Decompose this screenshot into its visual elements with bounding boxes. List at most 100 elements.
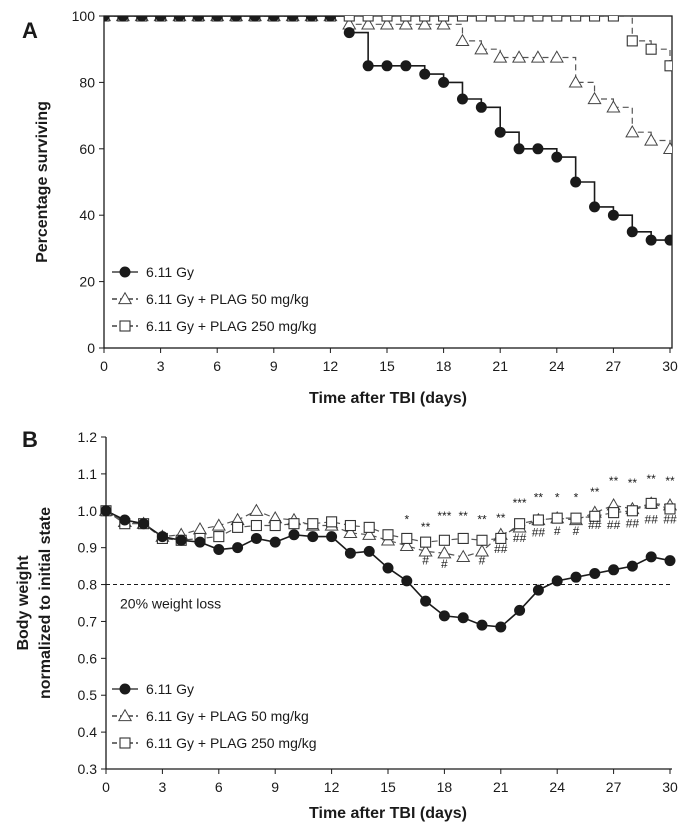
panel-b-significance-mark: ##: [588, 518, 602, 532]
panel-a-legend-marker-6-11-gy-plag-250-mg-kg: [119, 320, 131, 332]
panel-b-significance-mark: ***: [513, 496, 527, 510]
panel-b-ytick-label: 0.4: [78, 724, 98, 740]
panel-b-significance-mark: ##: [626, 516, 640, 530]
panel-b-xtick-label: 27: [606, 779, 622, 795]
panel-b-point-6-11-gy-plag-50-mg-kg: [399, 538, 414, 551]
panel-b-point-6-11-gy: [438, 610, 450, 622]
panel-a-point-6-11-gy-plag-50-mg-kg: [549, 50, 564, 63]
panel-b-point-6-11-gy: [551, 575, 563, 587]
panel-a-point-6-11-gy-plag-250-mg-kg: [400, 16, 412, 22]
panel-b-ytick-label: 0.7: [78, 613, 98, 629]
panel-b-legend: 6.11 Gy 6.11 Gy + PLAG 50 mg/kg 6.11 Gy + …: [112, 681, 317, 751]
panel-b-point-6-11-gy-plag-250-mg-kg: [551, 512, 563, 524]
panel-a-point-6-11-gy: [211, 16, 223, 22]
panel-b-point-6-11-gy-plag-250-mg-kg: [476, 534, 488, 546]
panel-b-significance-mark: #: [573, 524, 580, 538]
panel-b-xlabel: Time after TBI (days): [309, 805, 467, 822]
panel-a-point-6-11-gy: [589, 201, 601, 213]
panel-b-legend-label-6-11-gy-plag-250-mg-kg: 6.11 Gy + PLAG 250 mg/kg: [146, 735, 317, 751]
panel-a-legend-label-6-11-gy-plag-250-mg-kg: 6.11 Gy + PLAG 250 mg/kg: [146, 318, 317, 334]
panel-b-significance-mark: **: [609, 474, 619, 488]
panel-b-significance-mark: ##: [532, 526, 546, 540]
panel-a-legend-label-6-11-gy: 6.11 Gy: [146, 264, 194, 280]
panel-b-significance-mark: **: [590, 485, 600, 499]
panel-a-ylabel: Percentage surviving: [34, 101, 51, 263]
panel-b-significance-mark: ##: [513, 531, 527, 545]
panel-b-ytick-label: 0.9: [78, 540, 98, 556]
panel-b-point-6-11-gy: [570, 571, 582, 583]
panel-a-series-6-11-gy-line: [104, 16, 670, 241]
panel-b-point-6-11-gy: [532, 584, 544, 596]
panel-b-point-6-11-gy-plag-50-mg-kg: [418, 544, 433, 557]
panel-b-point-6-11-gy: [514, 604, 526, 616]
panel-b-point-6-11-gy-plag-250-mg-kg: [269, 519, 281, 532]
panel-a-point-6-11-gy-plag-50-mg-kg: [493, 50, 508, 63]
panel-a-point-6-11-gy: [268, 16, 280, 22]
panel-a-xtick-label: 27: [606, 358, 622, 374]
panel-a-series-6-11-gy-plag-50-mg-kg-line: [104, 16, 671, 149]
panel-b-ylabel-line2: normalized to initial state: [37, 507, 54, 699]
panel-b-point-6-11-gy: [476, 619, 488, 631]
panel-a-point-6-11-gy-plag-50-mg-kg: [474, 41, 489, 55]
panel-b-reference-line: 20% weight loss: [106, 584, 672, 612]
panel-a-point-6-11-gy: [117, 16, 129, 22]
panel-b-point-6-11-gy: [664, 555, 676, 567]
panel-a-point-6-11-gy-plag-50-mg-kg: [361, 17, 376, 30]
panel-b-point-6-11-gy: [100, 505, 112, 517]
panel-a-point-6-11-gy: [381, 60, 393, 72]
panel-b-significance-mark: #: [554, 524, 561, 538]
panel-b-point-6-11-gy: [626, 560, 638, 572]
panel-a-point-6-11-gy: [475, 101, 487, 113]
panel-a-ytick-label: 40: [79, 207, 95, 223]
panel-b-significance-marks: ***#***#** **#**##***##**##*#*#**##**##**…: [404, 472, 677, 571]
panel-a-xtick-label: 30: [662, 358, 678, 374]
panel-a-point-6-11-gy-plag-250-mg-kg: [607, 16, 619, 22]
panel-a-chart: A 0 3 6 9 12 15 18 21 24 27 30 0 20 40 60 80 100 Time af…: [22, 8, 678, 407]
panel-a-ytick-label: 0: [87, 340, 95, 356]
panel-b-legend-label-6-11-gy: 6.11 Gy: [146, 681, 194, 697]
panel-b-xtick-label: 30: [662, 779, 678, 795]
panel-b-point-6-11-gy: [495, 621, 507, 633]
panel-a-point-6-11-gy-plag-250-mg-kg: [438, 16, 450, 22]
panel-b-significance-mark: *: [555, 491, 560, 505]
panel-b-point-6-11-gy: [589, 567, 601, 579]
panel-a-point-6-11-gy-plag-50-mg-kg: [398, 17, 413, 30]
panel-a-point-6-11-gy: [343, 27, 355, 39]
panel-b-significance-mark: ##: [607, 518, 621, 532]
panel-a-point-6-11-gy: [306, 16, 318, 22]
panel-a-point-6-11-gy-plag-250-mg-kg: [381, 16, 393, 22]
panel-a-ytick-label: 100: [72, 8, 96, 24]
panel-b-xtick-label: 15: [380, 779, 396, 795]
panel-b-significance-mark: ##: [494, 542, 508, 556]
panel-a-xtick-label: 6: [213, 358, 221, 374]
panel-b-point-6-11-gy-plag-250-mg-kg: [532, 514, 544, 526]
panel-a-point-6-11-gy-plag-250-mg-kg: [419, 16, 431, 22]
panel-b-significance-mark: **: [477, 513, 487, 527]
panel-a-xtick-label: 21: [492, 358, 508, 374]
panel-a-xtick-label: 15: [379, 358, 395, 374]
panel-b-point-6-11-gy-plag-50-mg-kg: [192, 522, 208, 535]
panel-a-point-6-11-gy-plag-250-mg-kg: [362, 16, 374, 22]
panel-b-ytick-label: 0.5: [78, 687, 98, 703]
panel-a-point-6-11-gy: [513, 143, 525, 155]
panel-b-point-6-11-gy: [608, 564, 620, 576]
panel-a-ytick-label: 80: [79, 74, 95, 90]
panel-a-xtick-label: 18: [436, 358, 452, 374]
panel-a-point-6-11-gy: [570, 176, 582, 188]
panel-a-point-6-11-gy-plag-50-mg-kg: [379, 17, 395, 30]
panel-b-point-6-11-gy-plag-250-mg-kg: [382, 529, 394, 541]
panel-a-point-6-11-gy: [249, 16, 261, 22]
panel-b-point-6-11-gy-plag-250-mg-kg: [457, 532, 469, 544]
panel-b-reference-label: 20% weight loss: [120, 596, 221, 612]
panel-a-point-6-11-gy-plag-250-mg-kg: [626, 35, 638, 47]
panel-a-point-6-11-gy: [362, 60, 374, 72]
panel-a-point-6-11-gy: [192, 16, 204, 22]
panel-b-point-6-11-gy-plag-250-mg-kg: [645, 497, 657, 509]
panel-b-plot-area: [98, 496, 678, 633]
panel-b-point-6-11-gy: [382, 562, 394, 574]
panel-b-point-6-11-gy: [307, 531, 319, 543]
panel-a-point-6-11-gy-plag-250-mg-kg: [475, 16, 487, 22]
panel-a-point-6-11-gy-plag-50-mg-kg: [455, 33, 470, 47]
panel-b-point-6-11-gy: [194, 536, 206, 548]
panel-b-point-6-11-gy: [156, 531, 168, 543]
